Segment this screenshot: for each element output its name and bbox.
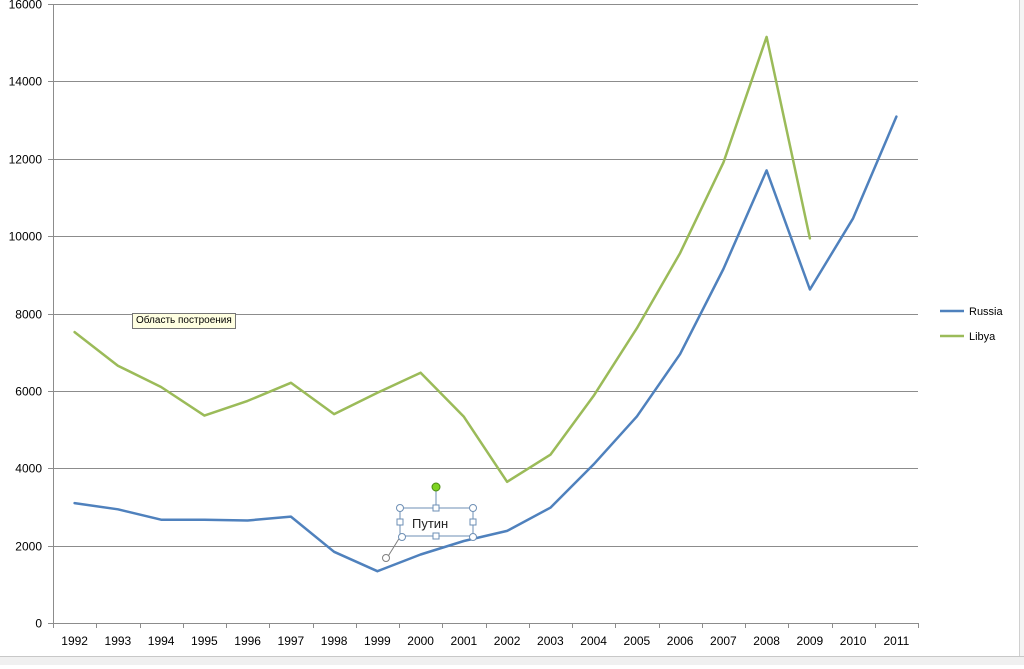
- x-tick-label: 2010: [840, 634, 867, 648]
- x-tick-label: 2007: [710, 634, 737, 648]
- rotate-handle[interactable]: [431, 482, 441, 492]
- x-tick-label: 2004: [580, 634, 607, 648]
- x-tick-labels: 1992 1993 1994 1995 1996 1997 1998 1999 2000 2001…: [61, 634, 909, 648]
- y-tick-label: 14000: [9, 75, 43, 89]
- x-tick-label: 1996: [234, 634, 261, 648]
- callout-pointer-handle[interactable]: [382, 554, 390, 562]
- resize-handle-left[interactable]: [396, 518, 404, 526]
- y-tick-label: 10000: [9, 230, 43, 244]
- y-tick-label: 2000: [15, 540, 42, 554]
- resize-handle-bottom-left[interactable]: [398, 533, 406, 541]
- series-line-russia[interactable]: [73, 115, 898, 573]
- series-lines: [73, 35, 898, 573]
- legend-label-russia: Russia: [969, 306, 1004, 318]
- window-edge-bottom: [0, 656, 1024, 665]
- x-tick-label: 1992: [61, 634, 88, 648]
- y-tick-label: 8000: [15, 308, 42, 322]
- x-tick-label: 1994: [148, 634, 175, 648]
- y-tick-label: 6000: [15, 385, 42, 399]
- x-tick-label: 2011: [883, 634, 909, 648]
- tooltip-plot-area: Область построения: [132, 313, 236, 329]
- resize-handle-top-right[interactable]: [469, 504, 477, 512]
- resize-handle-top-left[interactable]: [396, 504, 404, 512]
- y-tick-label: 12000: [9, 153, 43, 167]
- y-tick-labels: 0 2000 4000 6000 8000 10000 12000 14000 16000: [9, 0, 43, 631]
- x-tick-label: 2009: [797, 634, 824, 648]
- resize-handle-bottom-right[interactable]: [469, 533, 477, 541]
- x-tick-label: 1995: [191, 634, 218, 648]
- x-tick-label: 2005: [624, 634, 651, 648]
- axes: [48, 4, 919, 628]
- annotation-leader-line: [386, 536, 401, 559]
- resize-handle-top[interactable]: [432, 504, 440, 512]
- resize-handle-bottom[interactable]: [432, 532, 440, 540]
- x-tick-label: 1998: [321, 634, 348, 648]
- x-tick-label: 1999: [364, 634, 391, 648]
- series-line-libya[interactable]: [73, 35, 812, 484]
- resize-handle-right[interactable]: [469, 518, 477, 526]
- x-tick-label: 2008: [753, 634, 780, 648]
- x-tick-label: 2006: [667, 634, 694, 648]
- annotation-putin[interactable]: Путин: [382, 482, 477, 562]
- x-tick-label: 2001: [451, 634, 478, 648]
- x-tick-label: 2003: [537, 634, 564, 648]
- legend-label-libya: Libya: [969, 331, 996, 343]
- x-tick-label: 1997: [278, 634, 305, 648]
- y-tick-label: 0: [35, 617, 42, 631]
- legend[interactable]: Russia Libya: [940, 306, 1004, 343]
- annotation-text: Путин: [412, 516, 448, 531]
- gridlines: [53, 4, 918, 547]
- x-tick-label: 2000: [407, 634, 434, 648]
- window-edge-right: [1019, 0, 1024, 656]
- y-tick-label: 16000: [9, 0, 43, 12]
- y-tick-label: 4000: [15, 462, 42, 476]
- x-tick-label: 1993: [105, 634, 132, 648]
- x-tick-label: 2002: [494, 634, 521, 648]
